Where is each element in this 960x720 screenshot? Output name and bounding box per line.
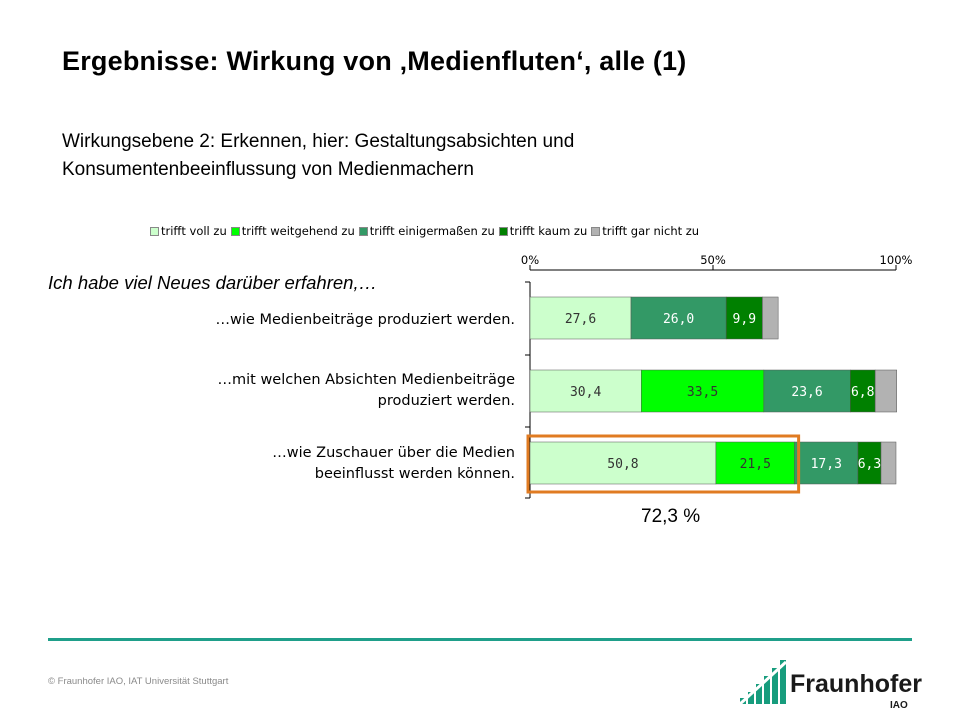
legend-item: trifft weitgehend zu (230, 224, 355, 238)
bar-segment (874, 369, 897, 413)
fraunhofer-logo-icon (738, 659, 788, 706)
category-label: …mit welchen Absichten Medienbeiträge pr… (217, 372, 516, 409)
x-tick-label: 100% (879, 253, 913, 267)
legend-label: trifft weitgehend zu (241, 224, 355, 238)
footer-divider (48, 638, 912, 641)
x-tick-label: 0% (520, 253, 540, 267)
legend-item: trifft einigermaßen zu (358, 224, 495, 238)
legend-label: trifft voll zu (161, 224, 227, 238)
bar-segment (763, 369, 851, 413)
bar-segment (529, 369, 642, 413)
data-label: 30,4 (570, 385, 601, 400)
slide-title: Ergebnisse: Wirkung von ‚Medienfluten‘, … (62, 46, 687, 76)
legend-label: trifft einigermaßen zu (369, 224, 495, 238)
bar-segment (794, 441, 859, 485)
category-label: …wie Medienbeiträge produziert werden. (215, 312, 515, 328)
legend-label: trifft gar nicht zu (602, 224, 700, 238)
logo-name: Fraunhofer (790, 670, 922, 698)
data-label: 21,5 (740, 457, 771, 472)
slide-subtitle: Wirkungsebene 2: Erkennen, hier: Gestalt… (62, 131, 575, 180)
data-label: 23,6 (791, 385, 822, 400)
legend-label: trifft kaum zu (509, 224, 588, 238)
question-text: Ich habe viel Neues darüber erfahren,… (48, 272, 378, 293)
data-label: 6,8 (851, 385, 874, 400)
data-label: 17,3 (811, 457, 842, 472)
bar-segment (630, 296, 727, 340)
copyright-text: © Fraunhofer IAO, IAT Universität Stuttg… (48, 676, 229, 687)
bar-segment (529, 296, 632, 340)
highlight-total-label: 72,3 % (641, 506, 701, 527)
chart-legend: trifft voll zu trifft weitgehend zu trifft… (150, 224, 703, 239)
data-label: 33,5 (687, 385, 718, 400)
category-label: …wie Zuschauer über die Medien beeinflus… (272, 445, 515, 482)
data-label: 6,3 (858, 457, 881, 472)
bar-segment (529, 441, 717, 485)
data-label: 26,0 (663, 312, 694, 327)
highlight-box (526, 434, 801, 494)
legend-swatch (230, 226, 240, 236)
legend-swatch (591, 226, 601, 236)
logo-sub: IAO (890, 700, 908, 711)
data-label: 9,9 (733, 312, 756, 327)
legend-item: trifft voll zu (150, 224, 227, 238)
legend-swatch (358, 226, 368, 236)
bar-segment (880, 441, 897, 485)
bar-segment (850, 369, 876, 413)
legend-swatch (498, 226, 508, 236)
bar-segment (641, 369, 765, 413)
bar-segment (715, 441, 795, 485)
legend-item: trifft gar nicht zu (591, 224, 699, 238)
data-label: 27,6 (565, 312, 596, 327)
legend-swatch (150, 226, 159, 236)
legend-item: trifft kaum zu (498, 224, 588, 238)
data-label: 50,8 (607, 457, 638, 472)
x-tick-label: 50% (700, 253, 726, 267)
bar-segment (762, 296, 779, 340)
bar-segment (725, 296, 763, 340)
